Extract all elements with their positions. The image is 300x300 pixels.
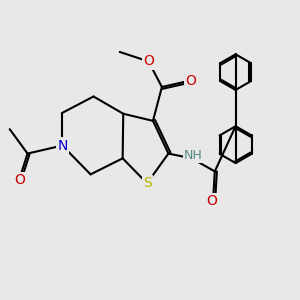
Text: O: O [143,54,154,68]
Text: NH: NH [184,149,202,162]
Text: N: N [57,139,68,152]
Text: O: O [14,173,25,187]
Text: S: S [143,176,152,190]
Text: O: O [186,74,196,88]
Text: O: O [206,194,217,208]
